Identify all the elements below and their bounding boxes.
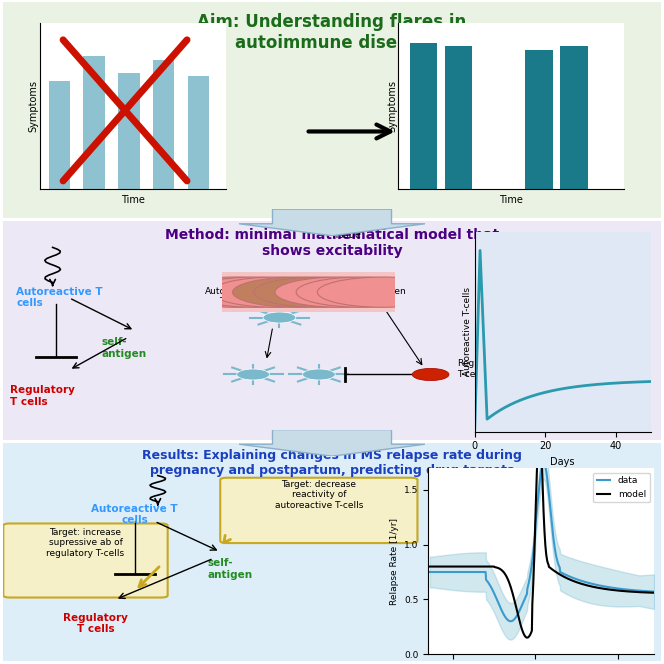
Text: self-
antigen: self- antigen (102, 337, 147, 359)
Bar (153, 60, 175, 189)
model (523, 633, 531, 641)
Circle shape (190, 277, 321, 307)
Circle shape (232, 277, 364, 307)
data (534, 492, 542, 500)
model (560, 573, 568, 581)
Text: Regulatory
T cells: Regulatory T cells (63, 613, 127, 634)
Circle shape (263, 312, 296, 323)
Text: Regulatory
T-cells: Regulatory T-cells (457, 359, 506, 378)
Circle shape (302, 369, 335, 380)
FancyBboxPatch shape (220, 477, 418, 543)
Line: model: model (430, 457, 654, 637)
Text: Autoreactive T
cells: Autoreactive T cells (17, 287, 103, 309)
model (610, 586, 618, 594)
Text: Autoreactive
T cells: Autoreactive T cells (205, 287, 262, 306)
Circle shape (211, 277, 343, 307)
data (560, 570, 568, 578)
Text: Target: increase
supressive ab of
regulatory T-cells: Target: increase supressive ab of regula… (46, 528, 125, 558)
data (540, 459, 548, 467)
Text: Target: decrease
reactivity of
autoreactive T-cells: Target: decrease reactivity of autoreact… (275, 480, 363, 510)
Text: Tissue: Tissue (330, 230, 361, 240)
Bar (84, 56, 105, 189)
model (548, 565, 556, 573)
Polygon shape (239, 209, 425, 236)
Text: Regulatory
T cells: Regulatory T cells (10, 385, 75, 407)
X-axis label: Time: Time (499, 195, 523, 205)
Bar (48, 82, 70, 189)
Y-axis label: Symptoms: Symptoms (387, 80, 397, 132)
data (645, 588, 653, 596)
data (426, 568, 434, 576)
Text: Self antigen
release: Self antigen release (351, 287, 406, 306)
Bar (560, 46, 588, 189)
data (610, 584, 618, 592)
Y-axis label: Relapse Rate [1/yr]: Relapse Rate [1/yr] (390, 517, 398, 605)
model (533, 469, 540, 477)
Polygon shape (239, 430, 425, 456)
Legend: data, model: data, model (594, 473, 649, 503)
data (548, 523, 556, 531)
Bar (410, 43, 438, 189)
Text: Aim: Understanding flares in
autoimmune disease: Aim: Understanding flares in autoimmune … (197, 13, 467, 52)
Circle shape (275, 277, 406, 307)
Circle shape (254, 277, 385, 307)
X-axis label: Days: Days (550, 457, 575, 467)
Text: Results: Explaining changes in MS relapse rate during
pregnancy and postpartum, : Results: Explaining changes in MS relaps… (142, 450, 522, 477)
model (535, 454, 542, 461)
Text: self-
antigen: self- antigen (207, 558, 252, 580)
Bar (445, 46, 472, 189)
Text: Method: minimal mathematical model that
shows excitability: Method: minimal mathematical model that … (165, 228, 499, 258)
Bar (525, 50, 552, 189)
Circle shape (412, 369, 449, 380)
model (534, 454, 542, 461)
model (645, 588, 653, 596)
Bar (118, 73, 139, 189)
Circle shape (317, 277, 449, 307)
Circle shape (296, 277, 428, 307)
data (533, 506, 540, 514)
Text: Autoreactive T
cells: Autoreactive T cells (92, 504, 178, 525)
Bar (188, 76, 209, 189)
model (650, 589, 658, 597)
Y-axis label: Symptoms: Symptoms (29, 80, 39, 132)
data (507, 618, 515, 625)
Circle shape (169, 277, 300, 307)
X-axis label: Time: Time (121, 195, 145, 205)
data (650, 588, 658, 596)
model (426, 562, 434, 570)
Circle shape (236, 369, 270, 380)
Line: data: data (430, 463, 654, 622)
FancyBboxPatch shape (3, 523, 167, 598)
Y-axis label: Autoreactive T-cells: Autoreactive T-cells (463, 288, 472, 376)
